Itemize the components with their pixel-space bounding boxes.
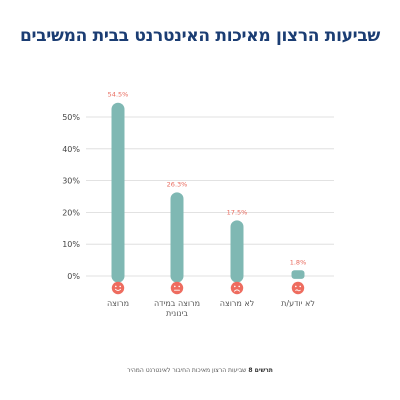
bar: [291, 270, 305, 279]
bars: [111, 102, 305, 283]
value-label: 1.8%: [290, 258, 307, 266]
y-tick-label: 10%: [62, 240, 80, 249]
value-labels: 54.5% 26.3% 17.5% 1.8%: [108, 91, 307, 267]
happy-face-icon: [111, 281, 125, 295]
y-tick-label: 30%: [62, 177, 80, 186]
bar: [111, 102, 125, 283]
y-tick-label: 50%: [62, 113, 80, 122]
x-axis-label: מרוצה: [107, 299, 129, 308]
bar: [230, 220, 244, 283]
figure-caption: תרשים 8 שביעות הרצון מאיכות החיבור לאינט…: [0, 367, 400, 374]
x-axis-label: בינונית: [166, 309, 188, 318]
unsure-face-icon: [291, 281, 305, 295]
value-label: 17.5%: [227, 208, 248, 216]
bar: [170, 192, 184, 283]
sad-face-icon: [230, 281, 244, 295]
x-axis-label: לא מרוצה: [220, 299, 255, 308]
value-label: 54.5%: [108, 91, 129, 99]
x-axis-label: לא יודע/ת: [281, 299, 315, 308]
caption-text: שביעות הרצון מאיכות החיבור לאינטרנט המהי…: [127, 367, 249, 374]
y-tick-label: 40%: [62, 145, 80, 154]
y-axis-ticks: 0% 10% 20% 30% 40% 50%: [62, 113, 80, 281]
caption-prefix: תרשים 8: [248, 367, 273, 374]
x-axis-label: מרוצה במידה: [154, 299, 200, 308]
neutral-face-icon: [170, 281, 184, 295]
y-tick-label: 20%: [62, 208, 80, 217]
category-icons: [111, 281, 305, 295]
value-label: 26.3%: [167, 180, 188, 188]
y-tick-label: 0%: [67, 272, 80, 281]
chart-title: שביעות הרצון מאיכות האינטרנט בבית המשיבי…: [19, 26, 380, 46]
